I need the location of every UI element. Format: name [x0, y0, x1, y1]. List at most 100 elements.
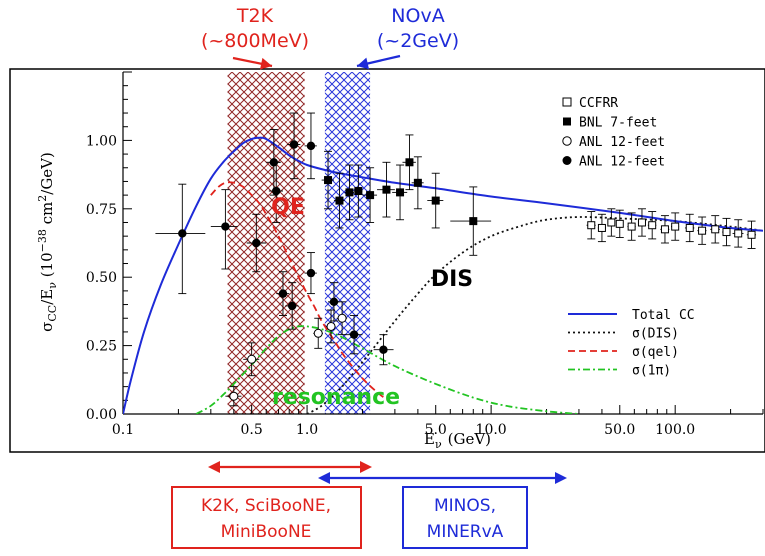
marker-filled-square	[396, 188, 405, 197]
data-point-anl-filled	[210, 189, 238, 270]
y-tick-label: 1.00	[86, 133, 117, 149]
marker-filled-circle	[289, 140, 299, 149]
marker-filled-circle	[221, 222, 230, 231]
data-point-anl-open	[313, 317, 323, 349]
marker-filled-square	[413, 178, 422, 187]
marker-open-square	[698, 226, 707, 235]
x-tick-label: 10.0	[476, 422, 507, 438]
data-point-bnl	[321, 150, 334, 210]
legend-marker-label: ANL 12-feet	[579, 155, 665, 170]
range-head-right	[360, 461, 372, 473]
data-point-ccfrr	[615, 209, 624, 238]
k2k-box	[171, 486, 362, 549]
x-tick-label: 0.1	[112, 422, 134, 438]
y-tick-label: 0.75	[86, 202, 117, 218]
data-point-bnl	[362, 167, 378, 223]
data-point-anl-filled	[304, 252, 317, 295]
marker-open-square	[607, 218, 616, 227]
series-total-cc	[123, 136, 763, 414]
marker-open-square	[711, 225, 720, 234]
line-legend: Total CC σ(DIS) σ(qel) σ(1π)	[568, 308, 695, 379]
data-point-ccfrr	[671, 212, 680, 241]
nova-energy-label: (~2GeV)	[377, 30, 459, 52]
marker-open-square	[671, 222, 680, 231]
marker-filled-square	[354, 187, 363, 196]
qe-label: QE	[271, 195, 305, 220]
data-point-ccfrr	[586, 211, 596, 240]
data-point-ccfrr	[722, 217, 731, 247]
marker-open-circle	[326, 321, 336, 331]
marker-filled-square	[345, 188, 354, 197]
marker-open-square	[627, 222, 636, 231]
range-head-left	[318, 472, 330, 484]
marker-open-circle	[313, 328, 323, 338]
legend-marker-open-square	[562, 97, 572, 107]
data-point-ccfrr	[660, 215, 670, 244]
data-point-ccfrr	[627, 212, 636, 241]
legend-line-label: σ(1π)	[632, 364, 671, 379]
t2k-energy-label: (~800MeV)	[201, 30, 309, 52]
curves-group	[123, 136, 763, 414]
data-point-anl-filled	[285, 282, 299, 330]
data-point-anl-open	[243, 342, 260, 377]
data-point-bnl	[402, 134, 416, 191]
data-point-anl-filled	[287, 112, 301, 180]
marker-filled-circle	[272, 186, 281, 196]
range-arrow	[208, 461, 372, 473]
marker-filled-circle	[278, 289, 288, 298]
marker-open-square	[648, 221, 657, 230]
x-tick-label: 5.0	[425, 422, 447, 438]
data-point-bnl	[427, 172, 444, 229]
data-point-anl-filled	[246, 213, 267, 273]
marker-filled-square	[382, 185, 391, 194]
marker-open-circle	[247, 354, 257, 364]
x-tick-label: 0.5	[241, 422, 263, 438]
marker-open-square	[722, 228, 731, 237]
data-point-anl-filled	[276, 271, 290, 316]
data-point-anl-filled	[155, 183, 206, 295]
marker-filled-circle	[349, 330, 359, 339]
legend-line-label: Total CC	[632, 308, 695, 323]
legend-marker-label: CCFRR	[579, 96, 618, 111]
data-point-ccfrr	[732, 219, 744, 248]
arrow-head	[357, 57, 370, 70]
marker-filled-square	[366, 191, 375, 200]
figure-frame	[9, 68, 765, 453]
marker-filled-circle	[306, 268, 316, 278]
marker-open-square	[734, 229, 743, 238]
data-point-ccfrr	[597, 213, 606, 243]
arrow-top-t2k	[232, 56, 273, 70]
marker-filled-circle	[379, 345, 388, 354]
minos-box	[402, 486, 528, 549]
legend-marker-label: ANL 12-feet	[579, 135, 665, 150]
marker-open-square	[615, 219, 624, 228]
data-point-anl-filled	[344, 315, 363, 355]
data-point-anl-filled	[328, 282, 340, 322]
data-point-ccfrr	[697, 216, 707, 245]
range-head-right	[555, 472, 567, 484]
marker-open-square	[637, 218, 646, 227]
band-nova	[324, 72, 371, 414]
data-point-ccfrr	[607, 208, 616, 237]
legend-marker-label: BNL 7-feet	[579, 116, 657, 131]
arrow-top-nova	[356, 54, 401, 70]
legend-marker-filled-square	[563, 117, 571, 126]
data-point-ccfrr	[637, 208, 646, 237]
marker-open-square	[587, 221, 596, 230]
range-arrow	[318, 472, 567, 484]
data-point-anl-filled	[373, 334, 394, 366]
data-point-bnl	[450, 186, 492, 256]
marker-open-square	[747, 230, 756, 239]
data-point-anl-open	[336, 301, 348, 336]
marker-filled-circle	[252, 238, 261, 248]
marker-filled-square	[335, 196, 344, 205]
data-point-anl-open	[225, 386, 242, 407]
legend-marker-filled-circle	[562, 156, 572, 165]
series--dis-	[306, 216, 763, 414]
range-head-left	[208, 461, 220, 473]
x-tick-label: 1.0	[296, 422, 318, 438]
data-point-bnl	[411, 156, 424, 210]
x-tick-label: 50.0	[604, 422, 635, 438]
legend-line-label: σ(qel)	[632, 345, 679, 360]
